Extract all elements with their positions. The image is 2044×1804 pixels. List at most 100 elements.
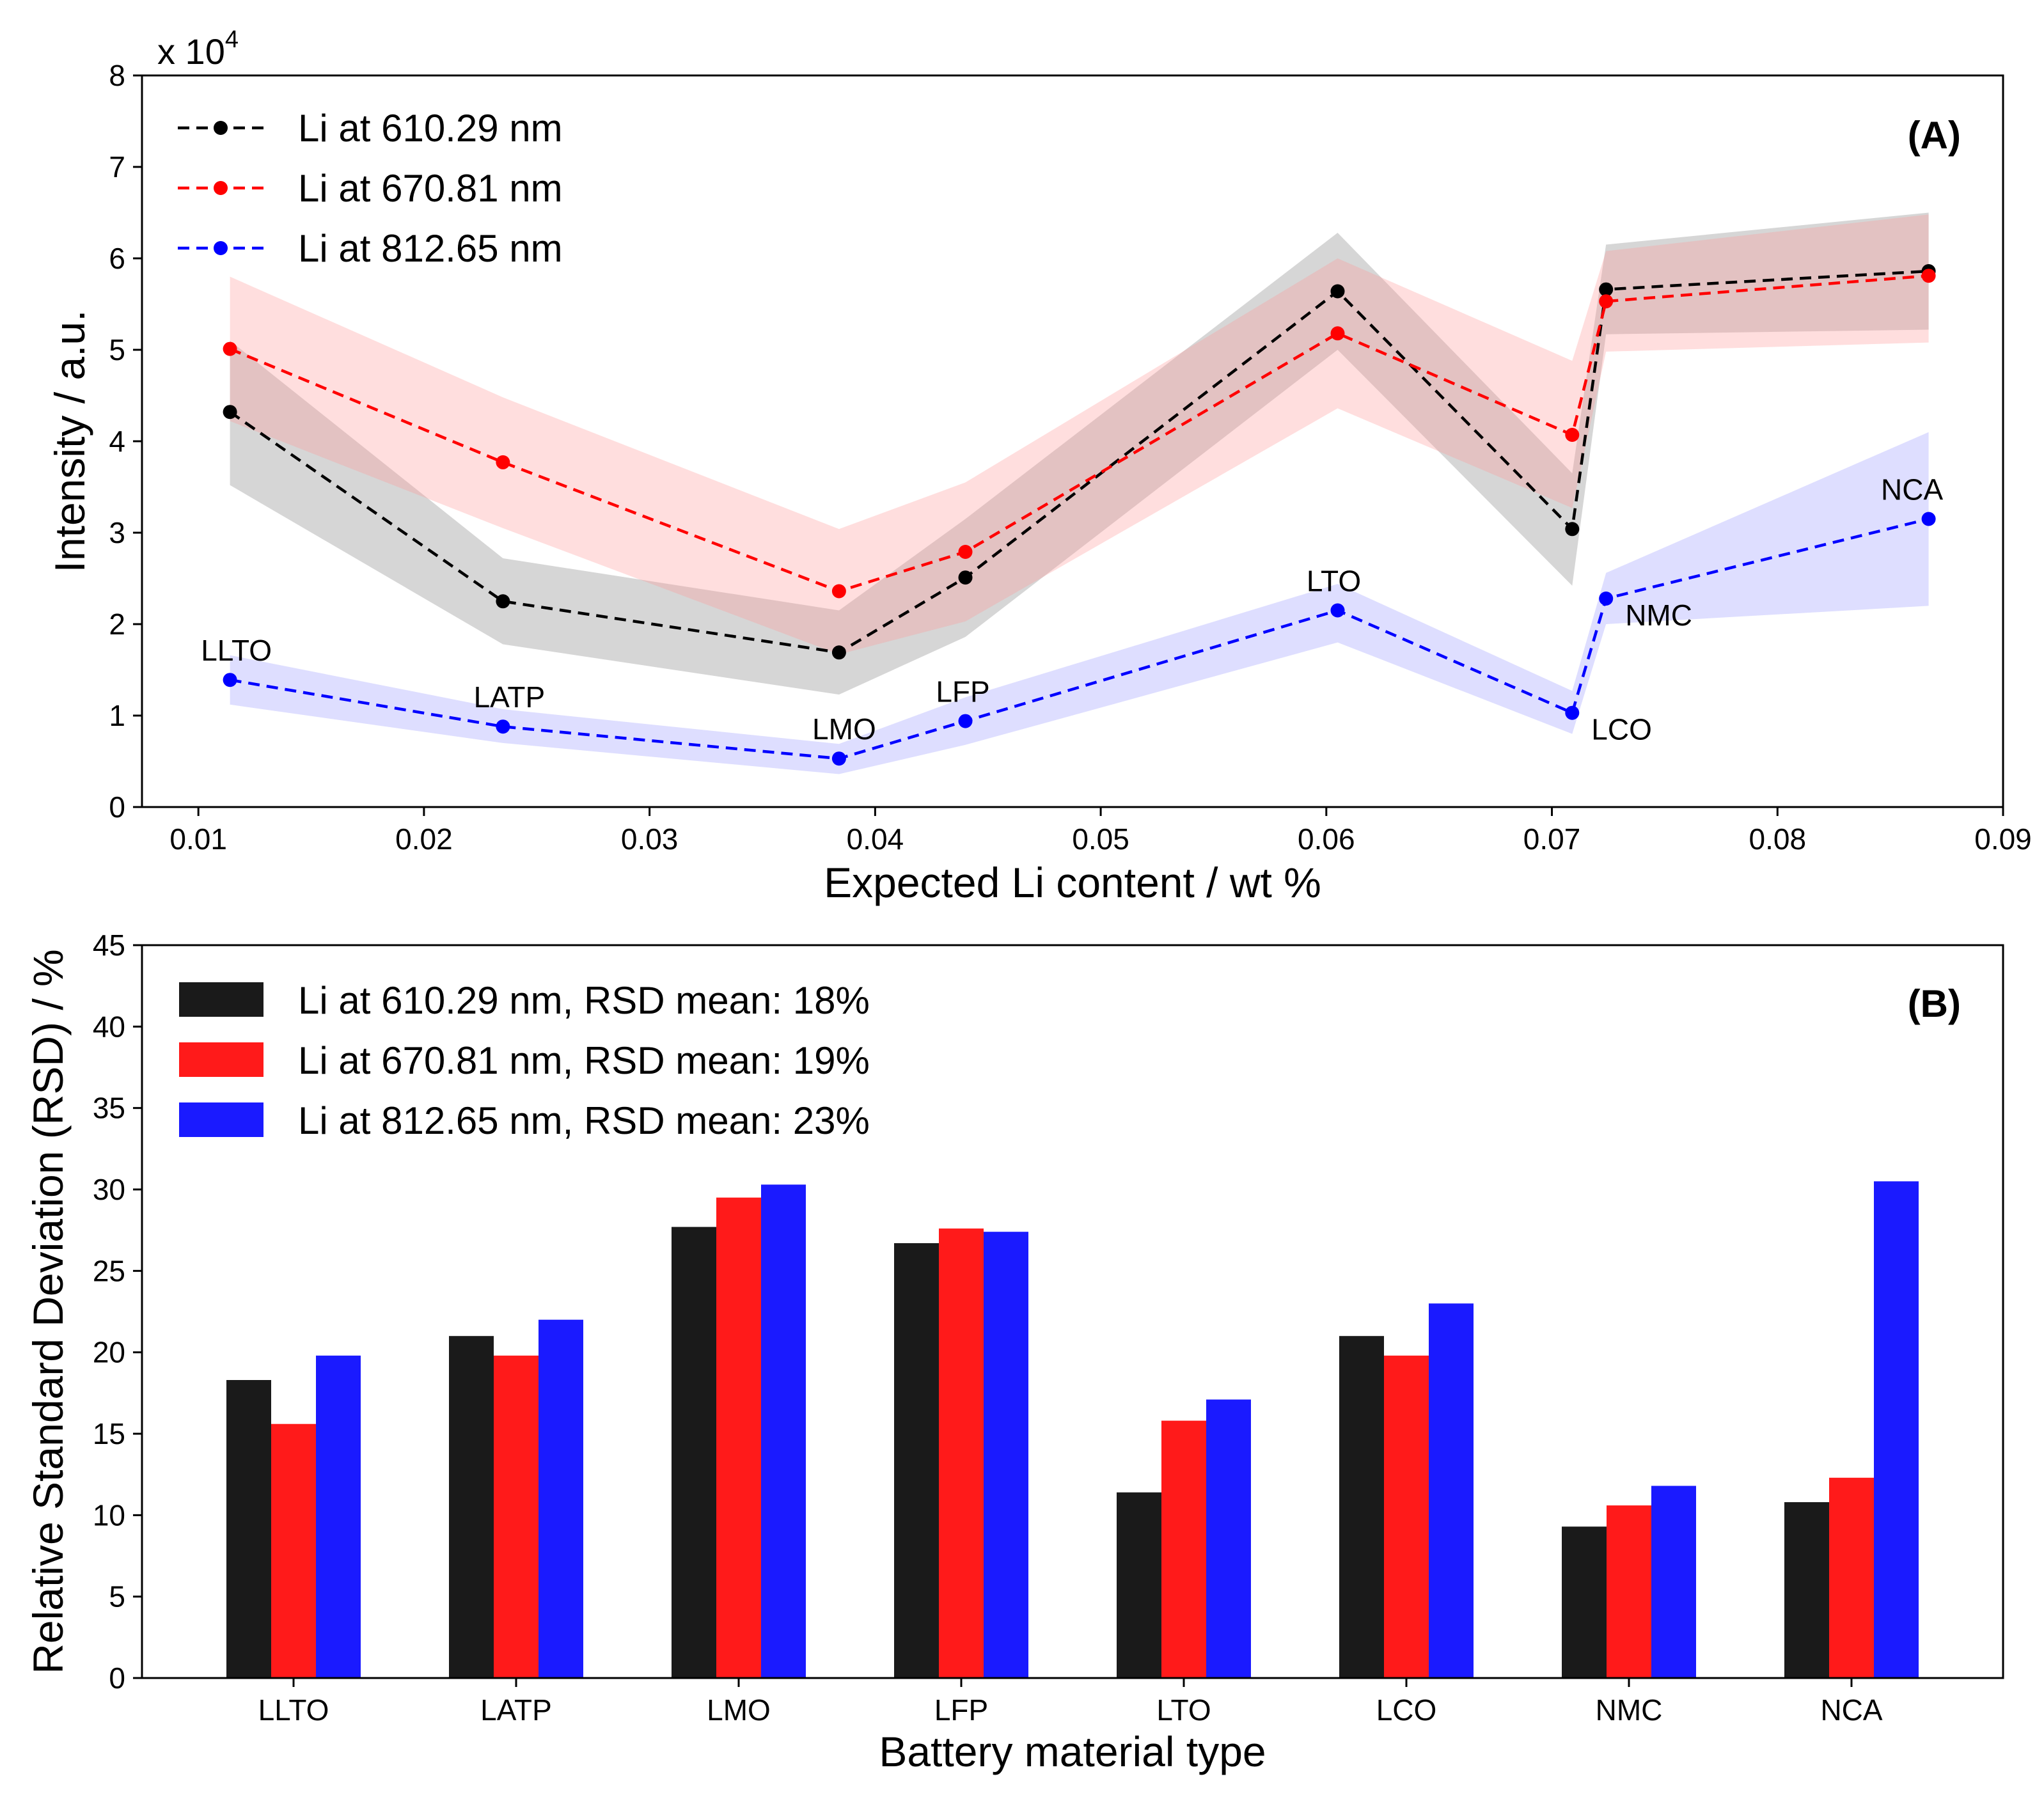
x-tick-label-b-nmc: NMC — [1596, 1693, 1663, 1727]
line-li-at-670-81-nm — [229, 274, 1929, 593]
point-li-at-812-65-nm-lto — [1330, 603, 1345, 618]
y-tick-label-a: 2 — [109, 608, 125, 641]
y-tick-label-b: 40 — [93, 1010, 125, 1043]
bar-lto-li-at-670-81-nm — [1161, 1420, 1206, 1678]
bar-lmo-li-at-812-65-nm — [761, 1184, 806, 1678]
y-tick-label-b: 25 — [93, 1254, 125, 1287]
bar-latp-li-at-812-65-nm — [539, 1319, 583, 1678]
bar-llto-li-at-610-29-nm — [226, 1380, 271, 1678]
point-li-at-670-81-nm-lfp — [958, 545, 973, 559]
x-axis-ticks-a: 0.01 0.02 0.03 0.04 0.05 0.06 0.07 0.08 0.09 — [169, 807, 2032, 856]
bar-latp-li-at-670-81-nm — [494, 1355, 539, 1678]
y-tick-label-b: 35 — [93, 1092, 125, 1125]
y-tick-label-a: 4 — [109, 425, 125, 458]
point-li-at-610-29-nm-lto — [1330, 284, 1345, 299]
y-multiplier-exponent: 4 — [225, 26, 239, 53]
y-tick-label-b: 15 — [93, 1417, 125, 1450]
legend-marker-li-at-670-81-nm — [214, 181, 228, 195]
confidence-bands — [230, 212, 1929, 774]
point-label-nmc: NMC — [1625, 599, 1692, 632]
y-tick-label-b: 5 — [109, 1580, 125, 1613]
legend-a: Li at 610.29 nm Li at 670.81 nm Li at 812.… — [178, 107, 563, 270]
legend-label-li-at-610-29-nm: Li at 610.29 nm, RSD mean: 18% — [298, 979, 870, 1022]
y-tick-label-b: 0 — [109, 1661, 125, 1695]
series-lines — [229, 269, 1930, 760]
x-tick-label-b-latp: LATP — [480, 1693, 552, 1727]
bar-nmc-li-at-670-81-nm — [1607, 1505, 1651, 1678]
point-label-nca: NCA — [1881, 473, 1943, 506]
series-points — [223, 264, 1936, 766]
point-li-at-812-65-nm-nca — [1921, 512, 1936, 526]
y-axis-ticks-a: 0 1 2 3 4 5 6 7 8 — [109, 59, 142, 824]
x-tick-label-b-lmo: LMO — [707, 1693, 771, 1727]
legend-label-li-at-670-81-nm: Li at 670.81 nm — [298, 167, 563, 210]
legend-swatch-li-at-610-29-nm — [179, 982, 263, 1017]
bar-lfp-li-at-610-29-nm — [894, 1243, 939, 1678]
bar-lco-li-at-670-81-nm — [1384, 1355, 1429, 1678]
point-li-at-812-65-nm-lfp — [958, 714, 973, 728]
bar-lmo-li-at-610-29-nm — [672, 1227, 716, 1678]
legend-marker-li-at-610-29-nm — [214, 121, 228, 135]
legend-swatch-li-at-812-65-nm — [179, 1102, 263, 1137]
x-tick-label-b-lco: LCO — [1376, 1693, 1437, 1727]
panel-label-b: (B) — [1908, 982, 1961, 1025]
line-li-at-812-65-nm — [230, 517, 1930, 760]
bar-llto-li-at-670-81-nm — [271, 1424, 316, 1678]
x-tick-label-b-lto: LTO — [1156, 1693, 1211, 1727]
point-li-at-812-65-nm-nmc — [1599, 592, 1614, 606]
point-li-at-812-65-nm-lmo — [831, 751, 846, 766]
point-li-at-812-65-nm-llto — [223, 673, 237, 687]
x-tick-label-a: 0.05 — [1072, 822, 1129, 856]
bar-lfp-li-at-670-81-nm — [939, 1228, 984, 1678]
point-li-at-610-29-nm-lmo — [831, 645, 846, 660]
bar-latp-li-at-610-29-nm — [449, 1336, 494, 1678]
bar-lto-li-at-812-65-nm — [1206, 1399, 1251, 1678]
y-tick-label-a: 6 — [109, 242, 125, 275]
point-li-at-670-81-nm-lmo — [831, 584, 846, 599]
bar-lmo-li-at-670-81-nm — [716, 1197, 761, 1678]
x-axis-label-a: Expected Li content / wt % — [824, 859, 1321, 906]
bars — [226, 1181, 1919, 1678]
plot-frame-b — [141, 944, 2004, 1679]
y-tick-label-a: 0 — [109, 790, 125, 824]
y-tick-label-a: 7 — [109, 150, 125, 184]
x-tick-label-a: 0.02 — [395, 822, 453, 856]
point-li-at-610-29-nm-latp — [496, 594, 510, 609]
bar-nca-li-at-610-29-nm — [1784, 1502, 1829, 1678]
y-tick-label-b: 20 — [93, 1336, 125, 1369]
legend-label-li-at-812-65-nm: Li at 812.65 nm — [298, 227, 563, 270]
y-tick-label-b: 45 — [93, 929, 125, 962]
legend-marker-li-at-812-65-nm — [214, 241, 228, 255]
bar-lto-li-at-610-29-nm — [1117, 1492, 1161, 1678]
x-tick-label-a: 0.04 — [847, 822, 904, 856]
bar-llto-li-at-812-65-nm — [316, 1355, 361, 1678]
bar-chart-panel-b: LLTO LATP LMO LFP LTO LCO NMC NCA 0 5 10 15 20 25 30 3… — [24, 929, 2004, 1775]
point-li-at-670-81-nm-latp — [496, 455, 510, 469]
x-tick-label-a: 0.03 — [621, 822, 679, 856]
y-tick-label-a: 5 — [109, 333, 125, 366]
point-li-at-610-29-nm-lco — [1565, 522, 1580, 537]
point-li-at-670-81-nm-nca — [1921, 269, 1936, 283]
bar-nmc-li-at-610-29-nm — [1562, 1526, 1607, 1678]
band-li-at-610-29-nm — [230, 212, 1929, 695]
point-li-at-610-29-nm-llto — [223, 405, 237, 420]
bar-nca-li-at-812-65-nm — [1874, 1181, 1919, 1678]
x-tick-label-a: 0.09 — [1974, 822, 2032, 856]
y-tick-label-b: 10 — [93, 1498, 125, 1532]
panel-label-a: (A) — [1908, 114, 1961, 157]
legend-swatch-li-at-670-81-nm — [179, 1042, 263, 1077]
point-li-at-670-81-nm-llto — [223, 341, 237, 356]
x-tick-label-a: 0.07 — [1523, 822, 1581, 856]
x-tick-label-b-llto: LLTO — [258, 1693, 329, 1727]
band-li-at-812-65-nm — [230, 432, 1929, 774]
bar-lco-li-at-812-65-nm — [1429, 1303, 1474, 1678]
y-multiplier-label: x 104 — [157, 26, 239, 72]
x-tick-label-b-lfp: LFP — [934, 1693, 988, 1727]
material-point-labels: LLTO LATP LMO LFP LTO LCO NMC NCA — [201, 473, 1943, 746]
x-tick-label-b-nca: NCA — [1820, 1693, 1882, 1727]
legend-label-li-at-670-81-nm: Li at 670.81 nm, RSD mean: 19% — [298, 1039, 870, 1082]
point-label-llto: LLTO — [201, 634, 272, 667]
point-li-at-812-65-nm-latp — [496, 719, 510, 734]
